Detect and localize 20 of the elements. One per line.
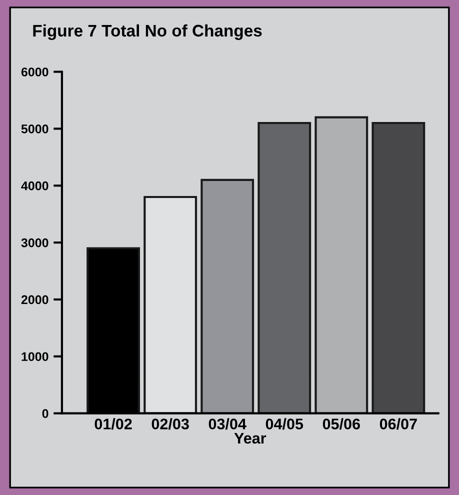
chart-title: Figure 7 Total No of Changes — [33, 24, 262, 40]
x-tick-label: 06/07 — [380, 418, 417, 430]
x-tick-label: 01/02 — [94, 418, 132, 430]
y-tick-label: 4000 — [21, 181, 48, 190]
bar — [314, 116, 368, 414]
y-tick-label: 6000 — [21, 68, 48, 76]
bar — [200, 178, 254, 414]
bar — [372, 122, 426, 414]
x-axis-title: Year — [234, 432, 266, 444]
x-tick-label: 04/05 — [266, 418, 304, 430]
y-tick-label: 2000 — [21, 295, 48, 304]
y-tick-label: 3000 — [21, 238, 48, 248]
x-tick-label: 02/03 — [152, 418, 189, 430]
x-tick-label: 03/04 — [208, 418, 246, 430]
y-tick-label: 1000 — [22, 352, 48, 362]
bar — [144, 196, 198, 414]
y-tick-label: 5000 — [21, 124, 48, 134]
y-tick-label: 0 — [42, 409, 48, 418]
bar — [258, 122, 312, 414]
x-tick-label: 05/06 — [322, 418, 360, 430]
